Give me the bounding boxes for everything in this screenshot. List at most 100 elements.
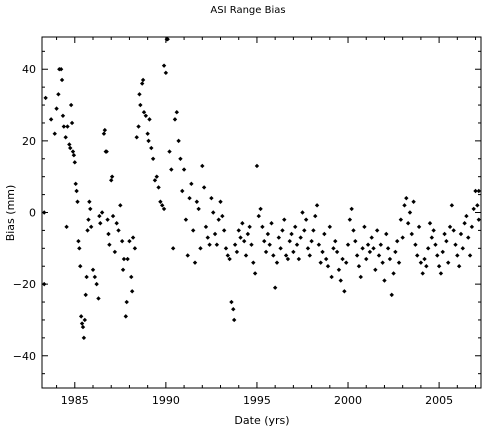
data-point bbox=[393, 249, 398, 255]
data-point bbox=[336, 267, 342, 273]
data-point bbox=[63, 135, 68, 140]
data-point bbox=[82, 317, 88, 323]
data-point bbox=[123, 314, 128, 319]
data-points bbox=[42, 37, 481, 341]
data-point bbox=[311, 228, 316, 233]
data-point bbox=[382, 278, 387, 283]
data-point bbox=[287, 238, 292, 244]
data-point bbox=[167, 149, 172, 154]
data-point bbox=[396, 260, 402, 265]
data-point bbox=[86, 217, 91, 222]
data-point bbox=[209, 195, 214, 201]
data-point bbox=[325, 264, 331, 269]
data-point bbox=[476, 188, 481, 194]
data-point bbox=[385, 246, 391, 251]
data-point bbox=[247, 224, 252, 230]
data-point bbox=[265, 231, 271, 237]
data-point bbox=[214, 242, 220, 247]
data-point bbox=[139, 81, 145, 86]
data-point bbox=[121, 256, 127, 262]
data-point bbox=[425, 246, 431, 251]
data-point bbox=[180, 188, 185, 194]
data-point bbox=[418, 260, 424, 265]
data-point bbox=[322, 231, 327, 237]
data-point bbox=[429, 235, 435, 240]
data-point bbox=[387, 256, 393, 262]
data-point bbox=[68, 145, 73, 151]
data-point bbox=[329, 274, 334, 280]
data-point bbox=[130, 235, 136, 240]
data-point bbox=[296, 256, 302, 262]
data-point bbox=[340, 256, 345, 262]
data-point bbox=[413, 242, 418, 247]
data-point bbox=[161, 63, 167, 68]
data-point bbox=[398, 217, 404, 222]
data-point bbox=[331, 246, 336, 251]
data-point bbox=[376, 253, 382, 258]
data-point bbox=[132, 246, 138, 251]
data-point bbox=[114, 221, 119, 226]
data-point bbox=[245, 231, 251, 237]
data-point bbox=[231, 307, 236, 312]
data-point bbox=[52, 131, 57, 136]
data-point bbox=[464, 213, 469, 219]
data-point bbox=[160, 203, 165, 208]
data-point bbox=[252, 271, 258, 276]
data-point bbox=[300, 210, 305, 215]
data-point bbox=[347, 217, 353, 222]
data-point bbox=[85, 228, 90, 233]
data-point bbox=[427, 221, 433, 226]
data-point bbox=[125, 256, 130, 262]
data-point bbox=[78, 264, 83, 269]
data-point bbox=[170, 246, 176, 251]
data-point bbox=[145, 131, 150, 136]
data-point bbox=[136, 124, 141, 129]
x-tick-label: 2005 bbox=[425, 394, 453, 407]
data-point bbox=[223, 246, 229, 251]
data-point bbox=[373, 267, 378, 273]
data-point bbox=[84, 274, 89, 280]
data-point bbox=[165, 37, 170, 42]
data-point bbox=[291, 249, 296, 255]
data-point bbox=[294, 242, 300, 247]
data-point bbox=[99, 210, 105, 215]
data-point bbox=[90, 267, 96, 273]
data-point bbox=[238, 235, 243, 240]
data-point bbox=[420, 271, 425, 276]
data-point bbox=[389, 292, 394, 298]
data-point bbox=[358, 274, 363, 280]
x-tick-label: 1990 bbox=[152, 394, 180, 407]
data-point bbox=[101, 131, 107, 136]
data-point bbox=[156, 185, 161, 190]
data-point bbox=[77, 246, 82, 251]
data-point bbox=[211, 210, 216, 215]
data-point bbox=[96, 296, 101, 301]
data-point bbox=[431, 228, 436, 233]
data-point bbox=[203, 224, 209, 230]
data-point bbox=[80, 324, 86, 330]
data-point bbox=[435, 253, 440, 258]
data-point bbox=[353, 238, 358, 244]
data-point bbox=[451, 228, 456, 233]
data-point bbox=[345, 242, 351, 247]
data-point bbox=[391, 271, 396, 276]
data-point bbox=[272, 285, 278, 290]
data-point bbox=[218, 199, 223, 204]
data-point bbox=[72, 160, 77, 165]
data-point bbox=[42, 281, 47, 287]
data-point bbox=[221, 228, 227, 233]
data-point bbox=[334, 249, 340, 255]
data-point bbox=[140, 77, 146, 83]
data-point bbox=[309, 238, 314, 244]
data-point bbox=[462, 221, 467, 226]
data-point bbox=[69, 120, 75, 126]
data-point bbox=[154, 174, 159, 179]
data-point bbox=[378, 242, 384, 247]
data-point bbox=[458, 231, 464, 237]
data-point bbox=[364, 256, 369, 262]
data-point bbox=[400, 235, 405, 240]
data-point bbox=[305, 246, 311, 251]
data-point bbox=[56, 92, 61, 97]
data-point bbox=[141, 110, 147, 115]
